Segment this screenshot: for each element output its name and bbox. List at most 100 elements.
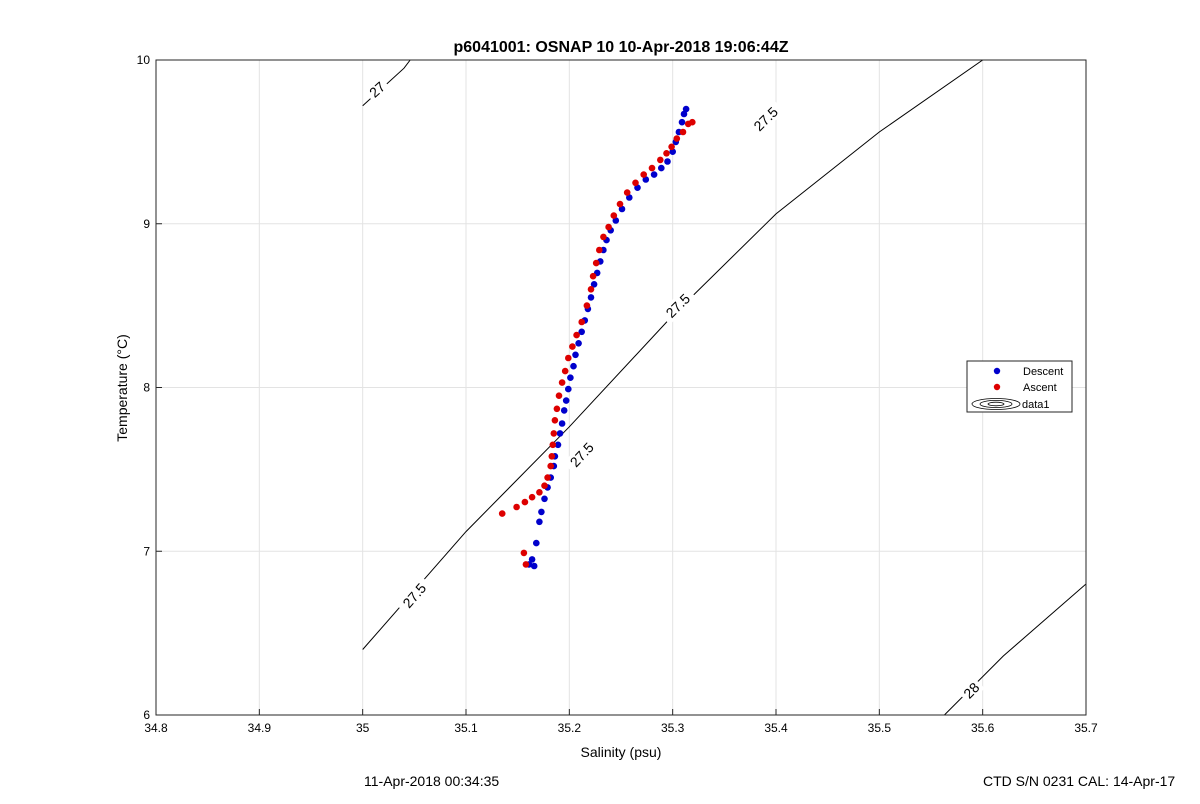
x-tick-label: 34.8 <box>144 721 168 735</box>
ascent-point <box>528 493 536 501</box>
y-axis: 6 7 8 9 10 <box>137 53 162 722</box>
ascent-point <box>573 331 580 339</box>
x-tick-label: 35.6 <box>971 721 995 735</box>
legend-contour-label: data1 <box>1022 399 1050 411</box>
ascent-point <box>558 379 566 386</box>
descent-point <box>565 385 572 393</box>
descent-point <box>538 508 545 516</box>
ascent-point <box>578 318 585 326</box>
descent-point <box>541 495 548 503</box>
grid-lines <box>156 60 1086 715</box>
contour-label: 28 <box>957 676 985 704</box>
descent-point <box>658 164 665 172</box>
descent-point <box>578 328 585 336</box>
x-tick-label: 35.4 <box>764 721 788 735</box>
ascent-point <box>605 223 612 231</box>
x-tick-label: 35.1 <box>454 721 478 735</box>
x-tick-label: 35.2 <box>558 721 582 735</box>
ascent-point <box>648 164 656 172</box>
descent-point <box>682 105 690 113</box>
y-tick-label: 9 <box>143 217 150 231</box>
ascent-point <box>550 430 558 437</box>
descent-point <box>664 158 671 165</box>
ascent-point <box>553 405 561 413</box>
ascent-point <box>616 200 624 208</box>
y-tick-label: 7 <box>143 544 150 558</box>
contour-label: 27.5 <box>746 99 785 138</box>
footer-calibration: CTD S/N 0231 CAL: 14-Apr-17 <box>983 773 1176 789</box>
ascent-point <box>583 302 591 309</box>
ascent-point <box>521 498 529 506</box>
ascent-point <box>632 179 639 187</box>
contour-line <box>362 60 1086 650</box>
ascent-point <box>522 561 530 568</box>
ascent-point <box>565 354 572 362</box>
ascent-point <box>536 489 543 496</box>
x-axis-label: Salinity (psu) <box>581 744 662 760</box>
ascent-point <box>679 128 687 136</box>
x-tick-label: 35.3 <box>661 721 685 735</box>
footer-timestamp: 11-Apr-2018 00:34:35 <box>364 773 500 789</box>
ascent-point <box>657 156 664 164</box>
ascent-point <box>544 474 551 481</box>
descent-point <box>587 294 595 301</box>
ascent-point <box>555 392 563 400</box>
descent-point <box>558 420 566 427</box>
ascent-point <box>561 367 569 375</box>
ascent-series <box>498 118 696 568</box>
x-tick-label: 35.7 <box>1074 721 1098 735</box>
y-axis-label: Temperature (°C) <box>114 334 130 442</box>
descent-point <box>575 340 582 347</box>
ascent-point <box>600 233 607 241</box>
descent-point <box>554 441 562 449</box>
contour-label: 27 <box>363 76 391 103</box>
ascent-point <box>569 343 576 350</box>
ascent-point <box>663 150 670 157</box>
ascent-point <box>623 189 631 196</box>
ascent-point <box>640 171 647 178</box>
ascent-point <box>547 462 554 470</box>
chart-title: p6041001: OSNAP 10 10-Apr-2018 19:06:44Z <box>454 39 789 56</box>
descent-point <box>570 362 577 370</box>
descent-point <box>590 281 598 288</box>
x-tick-label: 35.5 <box>868 721 892 735</box>
legend-descent-marker <box>993 367 1001 375</box>
descent-point <box>530 562 538 570</box>
x-tick-label: 34.9 <box>248 721 272 735</box>
descent-point <box>650 171 658 178</box>
descent-point <box>560 407 568 414</box>
y-tick-label: 8 <box>143 381 150 395</box>
descent-point <box>556 430 564 437</box>
ascent-point <box>548 453 556 460</box>
descent-point <box>528 556 536 563</box>
ascent-point <box>610 212 618 219</box>
ascent-point <box>549 441 557 449</box>
ascent-point <box>689 118 696 126</box>
descent-point <box>678 118 686 126</box>
ascent-point <box>513 503 520 511</box>
x-axis: 34.8 34.9 35 35.1 35.2 35.3 35.4 35.5 35.6 35.7 <box>144 709 1098 735</box>
legend-contour-icon <box>971 398 1021 410</box>
legend-ascent-label: Ascent <box>1023 382 1057 394</box>
legend-box <box>966 360 1073 413</box>
descent-point <box>572 351 579 359</box>
ascent-point <box>551 417 559 424</box>
ascent-point <box>596 246 603 254</box>
y-tick-label: 10 <box>137 53 151 67</box>
legend-ascent-marker <box>993 383 1001 391</box>
ascent-point <box>498 510 506 517</box>
legend-descent-label: Descent <box>1023 366 1063 378</box>
legend: Descent Ascent data1 <box>966 360 1073 413</box>
y-tick-label: 6 <box>143 708 150 722</box>
ascent-point <box>587 286 595 293</box>
descent-point <box>533 539 540 547</box>
ascent-point <box>589 272 597 280</box>
ascent-point <box>592 259 600 267</box>
x-tick-label: 35 <box>356 721 370 735</box>
descent-point <box>562 397 570 404</box>
descent-point <box>536 518 543 526</box>
ascent-point <box>673 135 681 142</box>
ascent-point <box>668 143 675 151</box>
ascent-point <box>541 482 548 490</box>
